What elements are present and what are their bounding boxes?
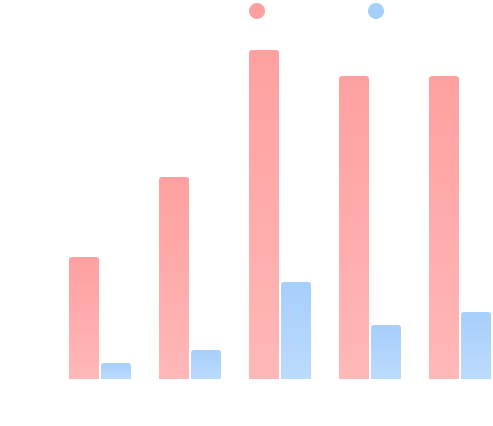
bar [191,350,221,379]
bar [249,50,279,379]
bar [159,177,189,379]
bar [461,312,491,379]
bar [429,76,459,379]
bar [101,363,131,379]
bar [281,282,311,379]
bar [371,325,401,379]
legend-marker [368,3,384,19]
legend-marker [249,3,265,19]
bar [339,76,369,379]
bar [69,257,99,379]
